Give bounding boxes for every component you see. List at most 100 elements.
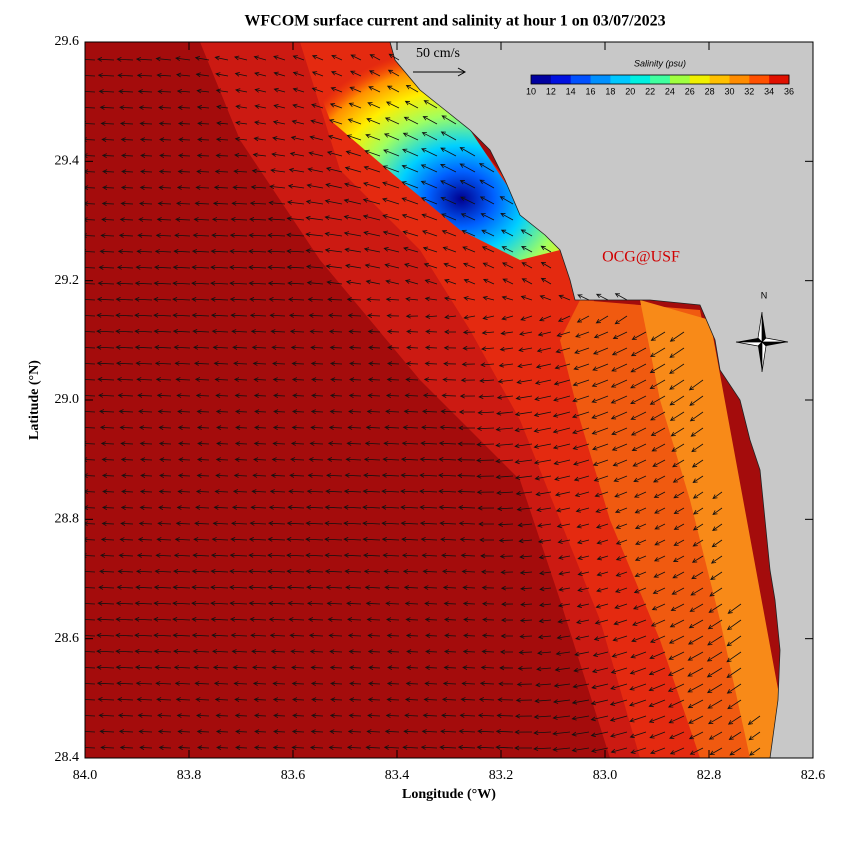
current-vector — [115, 345, 134, 350]
current-vector — [520, 229, 533, 237]
current-vector — [291, 681, 305, 686]
current-vector — [349, 681, 362, 686]
current-vector — [235, 120, 248, 126]
current-vector — [460, 196, 476, 205]
current-vector — [424, 601, 438, 606]
current-vector — [421, 148, 438, 157]
current-vector — [116, 681, 134, 686]
current-vector — [691, 571, 704, 580]
current-vector — [232, 185, 248, 190]
current-vector — [248, 537, 267, 542]
current-vector — [400, 457, 419, 462]
current-vector — [387, 665, 400, 670]
current-vector — [229, 600, 248, 606]
current-vector — [479, 378, 495, 384]
current-vector — [229, 248, 248, 254]
current-vector — [443, 262, 457, 269]
current-vector — [610, 683, 628, 690]
current-vector — [85, 283, 96, 285]
current-vector — [176, 185, 191, 190]
current-vector — [712, 507, 723, 515]
current-vector — [117, 697, 134, 702]
current-vector — [229, 297, 248, 302]
current-vector — [499, 665, 514, 671]
current-vector — [495, 426, 514, 432]
current-vector — [462, 649, 476, 654]
current-vector — [500, 330, 514, 336]
current-vector — [457, 489, 476, 494]
current-vector — [648, 683, 666, 692]
colorbar-tick-label: 34 — [764, 86, 774, 96]
current-vector — [286, 521, 305, 526]
current-vector — [139, 137, 153, 142]
current-vector — [346, 441, 362, 446]
current-vector — [652, 459, 666, 467]
current-vector — [537, 331, 552, 337]
current-vector — [577, 294, 590, 301]
current-vector — [85, 91, 96, 93]
current-vector — [307, 617, 324, 622]
current-vector — [139, 489, 153, 494]
compass-label: N — [761, 290, 768, 300]
current-vector — [350, 54, 362, 61]
current-vector — [362, 553, 381, 558]
current-vector — [629, 667, 647, 675]
current-vector — [326, 280, 343, 285]
current-vector — [459, 147, 476, 157]
current-vector — [611, 427, 628, 436]
current-vector — [479, 537, 495, 543]
current-vector — [501, 295, 514, 301]
current-vector — [419, 504, 438, 510]
current-vector — [307, 473, 324, 478]
current-vector — [382, 214, 400, 221]
current-vector — [96, 664, 115, 670]
current-vector — [386, 377, 400, 382]
current-vector — [177, 489, 191, 494]
current-vector — [306, 601, 324, 606]
current-vector — [576, 603, 590, 609]
current-vector — [254, 71, 267, 77]
colorbar-tick-label: 12 — [546, 86, 556, 96]
current-vector — [117, 569, 134, 574]
current-vector — [459, 713, 476, 718]
current-vector — [348, 393, 362, 398]
current-vector — [273, 393, 286, 398]
current-vector — [534, 698, 552, 704]
current-vector — [233, 681, 248, 686]
current-vector — [85, 489, 96, 494]
current-vector — [515, 395, 533, 401]
current-vector — [85, 603, 96, 605]
current-vector — [422, 393, 438, 398]
current-vector — [229, 584, 248, 590]
current-vector — [289, 473, 305, 478]
y-tick-label: 28.6 — [55, 631, 80, 646]
current-vector — [477, 410, 495, 415]
current-vector — [438, 472, 457, 478]
current-vector — [612, 459, 628, 467]
current-vector — [440, 131, 457, 141]
current-vector — [271, 665, 286, 670]
current-vector — [555, 347, 571, 354]
current-vector — [250, 505, 267, 510]
current-vector — [328, 118, 343, 125]
current-vector — [533, 427, 552, 433]
current-vector — [253, 393, 267, 398]
current-vector — [176, 713, 191, 718]
current-vector — [571, 731, 590, 737]
current-vector — [706, 651, 723, 662]
current-vector — [292, 713, 305, 718]
current-vector — [231, 201, 248, 206]
current-vector — [631, 331, 647, 340]
current-vector — [348, 102, 362, 109]
current-vector — [457, 473, 476, 478]
current-vector — [329, 361, 343, 366]
current-vector — [653, 571, 666, 578]
current-vector — [254, 729, 267, 734]
current-vector — [121, 473, 134, 478]
current-vector — [710, 571, 723, 581]
current-vector — [210, 553, 229, 558]
current-vector — [653, 491, 666, 498]
current-vector — [134, 665, 153, 670]
current-vector — [632, 459, 647, 467]
